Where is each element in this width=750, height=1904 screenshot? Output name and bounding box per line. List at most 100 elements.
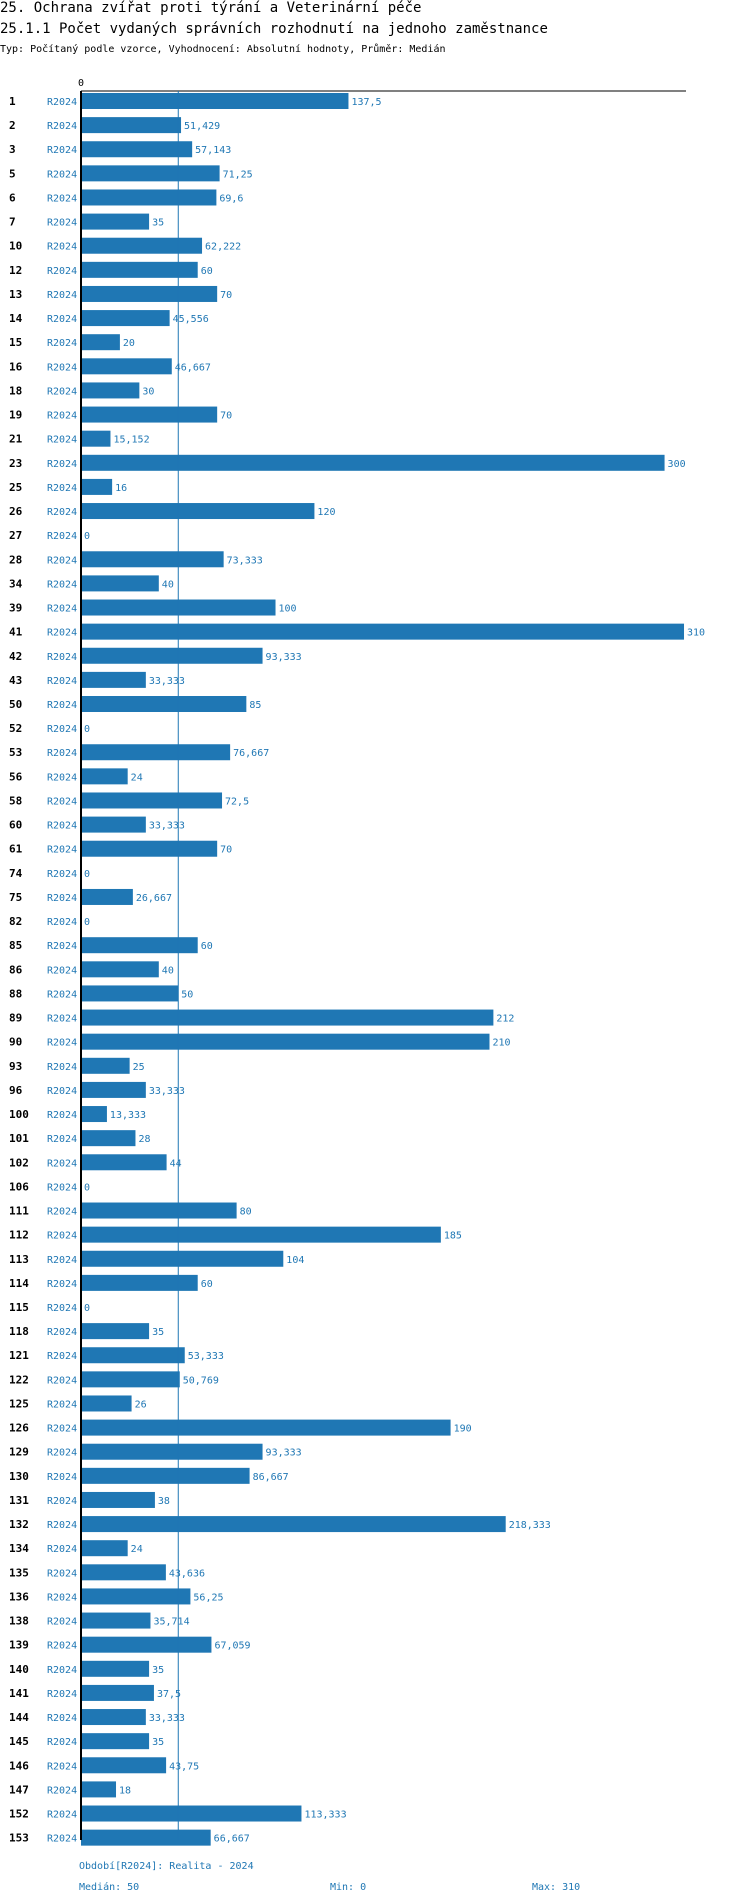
row-period-label: R2024	[47, 700, 77, 711]
row-period-label: R2024	[47, 169, 77, 180]
row-id-label: 100	[9, 1108, 29, 1121]
bar-value-label: 46,667	[175, 362, 211, 373]
bar	[81, 1395, 132, 1412]
row-id-label: 93	[9, 1060, 22, 1073]
row-period-label: R2024	[47, 772, 77, 783]
bar	[81, 792, 223, 809]
row-period-label: R2024	[47, 604, 77, 615]
row-period-label: R2024	[47, 266, 77, 277]
bar	[81, 503, 315, 520]
row-id-label: 153	[9, 1832, 29, 1845]
bar-value-label: 33,333	[149, 676, 185, 687]
row-id-label: 25	[9, 481, 22, 494]
row-id-label: 23	[9, 457, 22, 470]
row-id-label: 129	[9, 1446, 29, 1459]
bar-value-label: 0	[84, 869, 90, 880]
row-period-label: R2024	[47, 1014, 77, 1025]
bar	[81, 1733, 150, 1750]
row-id-label: 89	[9, 1012, 22, 1025]
row-period-label: R2024	[47, 917, 77, 928]
row-id-label: 118	[9, 1325, 29, 1338]
row-id-label: 21	[9, 433, 23, 446]
bar	[81, 1516, 506, 1533]
row-id-label: 27	[9, 529, 22, 542]
row-period-label: R2024	[47, 1810, 77, 1821]
row-period-label: R2024	[47, 1472, 77, 1483]
bar-value-label: 0	[84, 1182, 90, 1193]
bar-value-label: 70	[220, 290, 232, 301]
bar-value-label: 28	[138, 1134, 150, 1145]
bar	[81, 696, 247, 712]
row-period-label: R2024	[47, 1399, 77, 1410]
row-period-label: R2024	[47, 1062, 77, 1073]
row-period-label: R2024	[47, 555, 77, 566]
row-period-label: R2024	[47, 362, 77, 373]
row-period-label: R2024	[47, 1641, 77, 1652]
bar-value-label: 0	[84, 531, 90, 542]
bar-value-label: 51,429	[184, 121, 220, 132]
row-period-label: R2024	[47, 386, 77, 397]
row-id-label: 39	[9, 602, 22, 615]
row-id-label: 82	[9, 915, 22, 928]
row-period-label: R2024	[47, 1665, 77, 1676]
bar	[81, 334, 120, 351]
bar-value-label: 212	[496, 1014, 514, 1025]
bar	[81, 454, 665, 471]
bar-value-label: 60	[201, 1279, 213, 1290]
row-id-label: 43	[9, 674, 22, 687]
bar	[81, 1829, 211, 1846]
bar-value-label: 310	[687, 628, 705, 639]
bar	[81, 937, 198, 954]
bar	[81, 1540, 128, 1557]
bar	[81, 1323, 150, 1340]
row-period-label: R2024	[47, 193, 77, 204]
bar	[81, 93, 349, 109]
bar	[81, 1757, 167, 1774]
bar-value-label: 62,222	[205, 242, 241, 253]
row-period-label: R2024	[47, 531, 77, 542]
bar	[81, 816, 146, 833]
bar-value-label: 18	[119, 1785, 131, 1796]
row-period-label: R2024	[47, 1448, 77, 1459]
row-id-label: 146	[9, 1759, 29, 1772]
bar	[81, 430, 111, 447]
bar	[81, 1250, 284, 1267]
row-id-label: 26	[9, 505, 23, 518]
bar-value-label: 45,556	[173, 314, 209, 325]
row-id-label: 42	[9, 650, 22, 663]
row-period-label: R2024	[47, 1496, 77, 1507]
row-id-label: 131	[9, 1494, 29, 1507]
row-id-label: 13	[9, 288, 22, 301]
row-id-label: 106	[9, 1180, 29, 1193]
row-period-label: R2024	[47, 1617, 77, 1628]
row-id-label: 152	[9, 1808, 29, 1821]
bar-value-label: 43,636	[169, 1568, 205, 1579]
chart-type-description: Typ: Počítaný podle vzorce, Vyhodnocení:…	[0, 44, 446, 55]
row-id-label: 53	[9, 746, 22, 759]
row-period-label: R2024	[47, 989, 77, 1000]
row-id-label: 1	[9, 95, 16, 108]
bar-value-label: 100	[279, 604, 297, 615]
bar	[81, 1660, 150, 1677]
bar	[81, 1347, 185, 1364]
row-period-label: R2024	[47, 724, 77, 735]
bar-value-label: 93,333	[266, 1448, 302, 1459]
bar-value-label: 67,059	[214, 1641, 250, 1652]
bar-value-label: 218,333	[509, 1520, 551, 1531]
row-id-label: 58	[9, 794, 22, 807]
bar	[81, 237, 203, 254]
row-id-label: 130	[9, 1470, 29, 1483]
row-period-label: R2024	[47, 97, 77, 108]
bar-value-label: 66,667	[214, 1834, 250, 1845]
row-period-label: R2024	[47, 242, 77, 253]
bar-value-label: 300	[668, 459, 686, 470]
bar-value-label: 120	[317, 507, 335, 518]
bar-value-label: 104	[286, 1255, 304, 1266]
row-id-label: 138	[9, 1615, 29, 1628]
row-period-label: R2024	[47, 1231, 77, 1242]
bar-value-label: 35	[152, 1737, 164, 1748]
bar	[81, 1805, 302, 1822]
row-period-label: R2024	[47, 290, 77, 301]
bar	[81, 623, 685, 640]
